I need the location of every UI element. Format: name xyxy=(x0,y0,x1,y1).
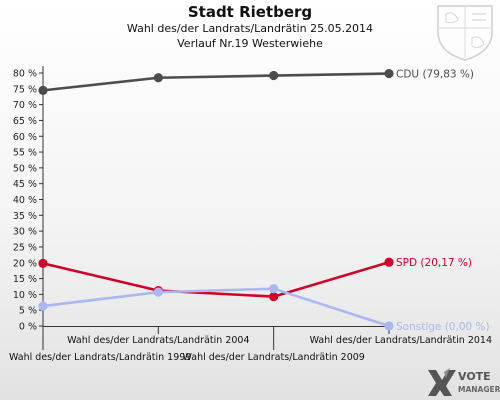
y-tick-label: 35 % xyxy=(13,211,37,222)
logo-line-2: MANAGER xyxy=(458,385,500,394)
y-tick-label: 5 % xyxy=(19,306,37,317)
y-tick-label: 15 % xyxy=(13,274,37,285)
x-tick-label: Wahl des/der Landrats/Landrätin 2009 xyxy=(182,352,364,363)
y-tick-label: 80 % xyxy=(13,69,37,80)
y-tick-label: 75 % xyxy=(13,84,37,95)
series-lines xyxy=(38,68,394,331)
y-tick-label: 70 % xyxy=(13,100,37,111)
chart-axes xyxy=(42,66,390,327)
data-point-spd xyxy=(384,257,394,267)
y-tick-label: 40 % xyxy=(13,195,37,206)
y-tick-label: 30 % xyxy=(13,227,37,238)
series-end-label-sonstige: Sonstige (0,00 %) xyxy=(396,321,490,333)
y-tick-label: 55 % xyxy=(13,148,37,159)
data-point-cdu xyxy=(384,68,394,79)
data-point-sonstige xyxy=(384,321,394,331)
x-tick-label: Wahl des/der Landrats/Landrätin 2014 xyxy=(310,335,492,346)
x-tick-label: Wahl des/der Landrats/Landrätin 2004 xyxy=(67,335,249,346)
series-line-sonstige xyxy=(42,287,390,328)
series-line-spd xyxy=(42,260,390,298)
votemanager-logo: VOTE MANAGER xyxy=(428,368,500,396)
data-point-cdu xyxy=(38,85,48,95)
x-tick-label: Wahl des/der Landrats/Landrätin 1999 xyxy=(9,352,191,363)
logo-line-1: VOTE xyxy=(458,370,491,383)
x-ticks: Wahl des/der Landrats/Landrätin 1999Wahl… xyxy=(9,326,492,363)
chart-subtitle-district: Verlauf Nr.19 Westerwiehe xyxy=(177,37,323,50)
series-end-label-cdu: CDU (79,83 %) xyxy=(396,69,474,81)
data-point-spd xyxy=(269,291,279,302)
chart-title: Stadt Rietberg xyxy=(187,3,313,21)
y-tick-label: 50 % xyxy=(13,163,37,174)
data-point-cdu xyxy=(153,73,163,83)
data-point-spd xyxy=(38,258,48,268)
y-tick-label: 0 % xyxy=(19,322,37,333)
series-line-cdu xyxy=(42,72,390,92)
y-tick-label: 65 % xyxy=(13,116,37,127)
data-point-sonstige xyxy=(38,301,48,311)
y-ticks: 0 % 5 % 10 % 15 % 20 % 25 % 30 % 35 % 40 % 45 % 50… xyxy=(13,69,43,333)
y-tick-label: 60 % xyxy=(13,132,37,143)
series-end-label-spd: SPD (20,17 %) xyxy=(396,257,472,269)
data-point-sonstige xyxy=(269,284,279,294)
y-tick-label: 25 % xyxy=(13,242,37,253)
coat-of-arms-icon xyxy=(437,5,493,61)
y-tick-label: 45 % xyxy=(13,179,37,190)
chart-subtitle-election: Wahl des/der Landrats/Landrätin 25.05.20… xyxy=(126,22,374,35)
data-point-cdu xyxy=(269,70,279,81)
series-end-labels: CDU (79,83 %) SPD (20,17 %) Sonstige (0,00… xyxy=(396,69,490,333)
y-tick-label: 10 % xyxy=(13,290,37,301)
data-point-sonstige xyxy=(153,287,163,297)
y-tick-label: 20 % xyxy=(13,258,37,269)
